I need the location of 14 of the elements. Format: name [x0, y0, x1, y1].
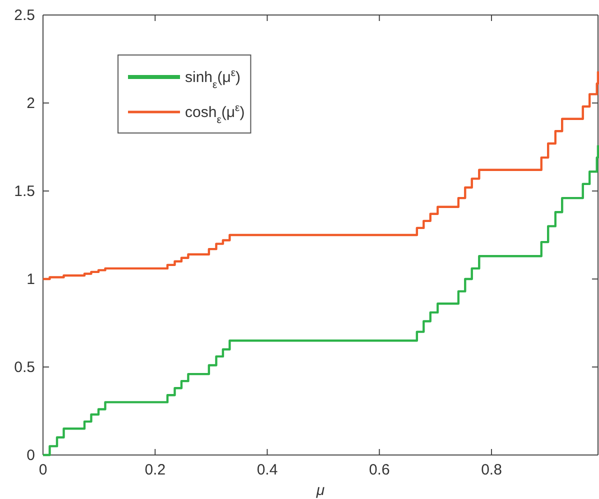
y-tick-label: 2.5: [14, 6, 35, 24]
legend-label: sinh$_{ε}$(μ$^{ε}$): [185, 67, 241, 91]
y-tick-label: 0: [26, 446, 35, 464]
x-axis-title: μ: [315, 482, 325, 499]
x-tick-label: 0: [38, 462, 48, 479]
y-tick-label: 1.5: [14, 182, 35, 200]
y-tick-label: 1: [26, 270, 35, 288]
x-tick-label: 0.6: [368, 462, 390, 479]
y-tick-label: 2: [26, 94, 35, 112]
x-tick-label: 0.8: [481, 462, 502, 479]
legend-label: cosh$_{ε}$(μ$^{ε}$): [185, 102, 245, 126]
y-tick-label: 0.5: [14, 358, 35, 376]
x-tick-label: 0.4: [256, 462, 278, 479]
x-tick-label: 0.2: [144, 462, 166, 479]
